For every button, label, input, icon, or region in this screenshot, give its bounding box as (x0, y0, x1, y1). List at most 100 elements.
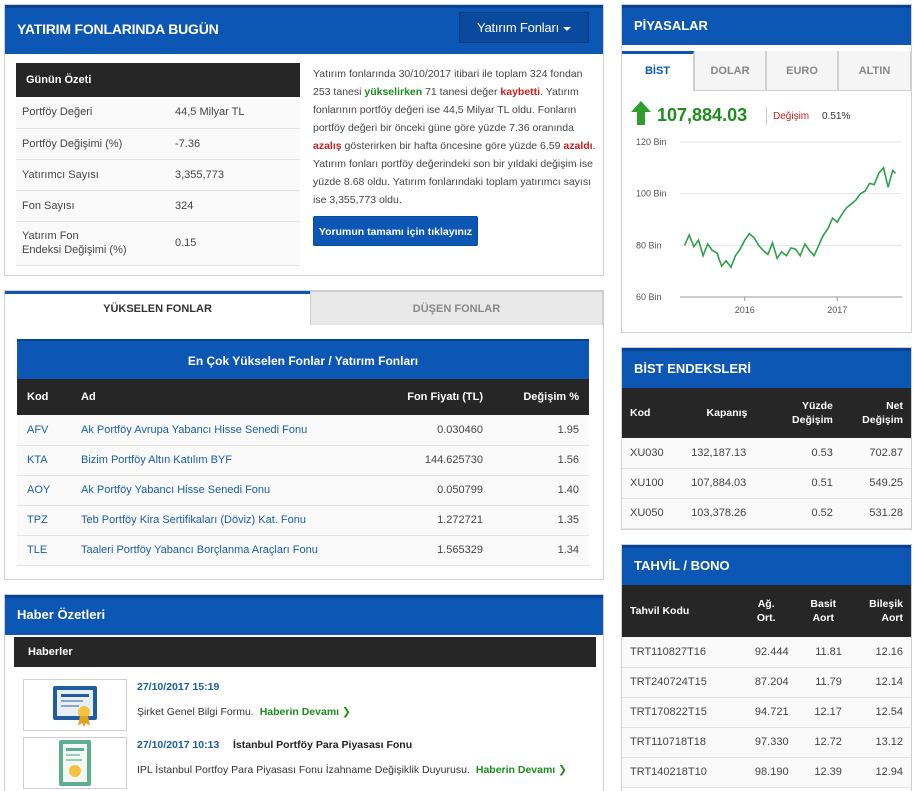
daily-summary-header: Günün Özeti (16, 63, 300, 97)
table-row[interactable]: AFV Ak Portföy Avrupa Yabancı Hisse Sene… (17, 415, 589, 446)
commentary-rise-word: yükselirken (364, 86, 423, 98)
col-pct-change: Yüzde Değişim (770, 388, 841, 438)
fund-type-dropdown[interactable]: Yatırım Fonları (459, 12, 589, 43)
index-pct: 0.52 (770, 498, 841, 529)
fund-name-link[interactable]: Bizim Portföy Altın Katılım BYF (71, 445, 363, 476)
y-tick-label: 100 Bin (636, 189, 667, 199)
fund-type-dropdown-label: Yatırım Fonları (476, 20, 559, 35)
fund-price: 1.272721 (363, 505, 493, 536)
fund-price: 144.625730 (363, 445, 493, 476)
summary-value: 0.15 (169, 221, 300, 266)
summary-value: 3,355,773 (169, 159, 300, 191)
tab-altin[interactable]: ALTIN (838, 51, 911, 91)
chevron-right-icon: ❯ (558, 764, 567, 776)
news-item[interactable]: 27/10/2017 15:19 Şirket Genel Bilgi Form… (23, 679, 595, 733)
read-more-link[interactable]: Haberin Devamı ❯ (260, 706, 351, 718)
bond-compound: 12.14 (849, 667, 911, 698)
index-pct: 0.53 (770, 438, 841, 469)
table-row[interactable]: KTA Bizim Portföy Altın Katılım BYF 144.… (17, 445, 589, 476)
news-item[interactable]: 27/10/2017 10:13 İstanbul Portföy Para P… (23, 737, 595, 791)
bond-avg: 92.444 (735, 637, 797, 668)
chevron-down-icon (563, 26, 571, 31)
y-tick-label: 80 Bin (636, 240, 662, 250)
bond-compound: 13.12 (849, 727, 911, 758)
col-code: Kod (622, 388, 684, 438)
markets-card: PİYASALAR BİST DOLAR EURO ALTIN 107,884.… (621, 4, 912, 333)
index-close: 132,187.13 (683, 438, 771, 469)
bond-avg: 94.721 (735, 697, 797, 728)
fund-change: 1.35 (493, 505, 589, 536)
summary-value: 324 (169, 190, 300, 222)
tab-rising-funds[interactable]: YÜKSELEN FONLAR (5, 291, 310, 325)
news-date: 27/10/2017 15:19 (137, 681, 220, 693)
news-title: İstanbul Portföy Para Piyasası Fonu (233, 739, 413, 751)
col-code: Kod (17, 379, 71, 415)
tab-euro[interactable]: EURO (766, 51, 838, 91)
table-row[interactable]: AOY Ak Portföy Yabancı Hisse Senedi Fonu… (17, 475, 589, 506)
summary-header: YATIRIM FONLARINDA BUGÜN Yatırım Fonları (5, 5, 603, 54)
tab-falling-funds[interactable]: DÜŞEN FONLAR (310, 291, 603, 325)
tab-bist[interactable]: BİST (622, 51, 694, 91)
table-row: XU030 132,187.13 0.53 702.87 (622, 438, 911, 469)
fund-code-link[interactable]: TPZ (17, 505, 71, 536)
index-net: 549.25 (840, 468, 911, 499)
index-code: XU100 (622, 468, 684, 499)
col-bond-code: Tahvil Kodu (622, 585, 736, 637)
series-line (683, 166, 897, 269)
bonds-table: Tahvil Kodu Ağ. Ort. Basit Aort Bileşik … (622, 585, 911, 788)
table-row[interactable]: TPZ Teb Portföy Kira Sertifikaları (Dövi… (17, 505, 589, 536)
fund-name-link[interactable]: Taaleri Portföy Yabancı Borçlanma Araçla… (71, 535, 363, 566)
fund-name-link[interactable]: Teb Portföy Kira Sertifikaları (Döviz) K… (71, 505, 363, 536)
fund-name-link[interactable]: Ak Portföy Yabancı Hisse Senedi Fonu (71, 475, 363, 506)
read-more-link[interactable]: Haberin Devamı ❯ (476, 764, 567, 776)
read-more-link-text: Haberin Devamı (475, 764, 556, 776)
market-line-chart: 120 Bin 100 Bin 80 Bin 60 Bin 2016 2017 (636, 137, 902, 315)
fund-change: 1.56 (493, 445, 589, 476)
commentary-lose-word: kaybetti (500, 86, 541, 98)
tab-dolar[interactable]: DOLAR (694, 51, 766, 91)
fund-name-link[interactable]: Ak Portföy Avrupa Yabancı Hisse Senedi F… (71, 415, 363, 446)
table-row: Portföy Değeri 44,5 Milyar TL (16, 97, 300, 129)
news-subheader: Haberler (14, 637, 596, 667)
bond-simple: 11.81 (796, 637, 850, 668)
bist-indices-card: BİST ENDEKSLERİ Kod Kapanış Yüzde Değişi… (621, 347, 912, 530)
col-price: Fon Fiyatı (TL) (363, 379, 493, 415)
bist-header: BİST ENDEKSLERİ (622, 348, 911, 388)
table-row: Portföy Değişimi (%) -7.36 (16, 128, 300, 160)
summary-value: 44,5 Milyar TL (169, 97, 300, 129)
bond-avg: 98.190 (735, 757, 797, 788)
news-description: Şirket Genel Bilgi Formu. Haberin Devamı … (137, 706, 351, 718)
divider (766, 107, 767, 125)
table-row: TRT140218T10 98.190 12.39 12.94 (622, 757, 911, 788)
summary-label: Yatırım Fon Endeksi Değişimi (%) (16, 221, 169, 266)
table-row[interactable]: TLE Taaleri Portföy Yabancı Borçlanma Ar… (17, 535, 589, 566)
fund-code-link[interactable]: TLE (17, 535, 71, 566)
fund-change: 1.34 (493, 535, 589, 566)
fund-code-link[interactable]: AFV (17, 415, 71, 446)
index-code: XU030 (622, 438, 684, 469)
news-date: 27/10/2017 10:13 (137, 739, 220, 751)
summary-label: Portföy Değeri (16, 97, 169, 129)
bond-code: TRT240724T15 (622, 667, 736, 698)
news-description: IPL İstanbul Portfoy Para Piyasası Fonu … (137, 764, 567, 776)
fund-code-link[interactable]: AOY (17, 475, 71, 506)
fund-change: 1.40 (493, 475, 589, 506)
fund-code-link[interactable]: KTA (17, 445, 71, 476)
bond-simple: 12.39 (796, 757, 850, 788)
read-full-commentary-button[interactable]: Yorumun tamamı için tıklayınız (313, 216, 478, 246)
market-change-label: Değişim (773, 111, 810, 122)
news-header: Haber Özetleri (5, 595, 603, 635)
commentary-decrease-word: azalış (313, 140, 342, 152)
fund-price: 0.030460 (363, 415, 493, 446)
col-net-change: Net Değişim (840, 388, 911, 438)
news-card: Haber Özetleri Haberler 27/10/2017 15:19… (4, 594, 604, 791)
bond-code: TRT110827T16 (622, 637, 736, 668)
bond-simple: 11.79 (796, 667, 850, 698)
index-net: 531.28 (840, 498, 911, 529)
bond-code: TRT170822T15 (622, 697, 736, 728)
bond-avg: 87.204 (735, 667, 797, 698)
rising-funds-table: Kod Ad Fon Fiyatı (TL) Değişim % AFV Ak … (17, 379, 589, 566)
news-description-text: Şirket Genel Bilgi Formu. (137, 706, 254, 718)
bond-compound: 12.54 (849, 697, 911, 728)
summary-label: Yatırımcı Sayısı (16, 159, 169, 191)
